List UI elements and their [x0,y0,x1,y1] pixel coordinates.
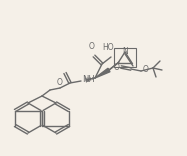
Text: O: O [114,63,120,71]
Text: HO: HO [102,43,114,52]
Text: O: O [89,42,95,51]
Polygon shape [95,68,110,78]
Text: O: O [57,78,63,87]
Text: N: N [122,46,128,56]
Text: NH: NH [82,76,95,85]
Text: O: O [143,66,149,75]
